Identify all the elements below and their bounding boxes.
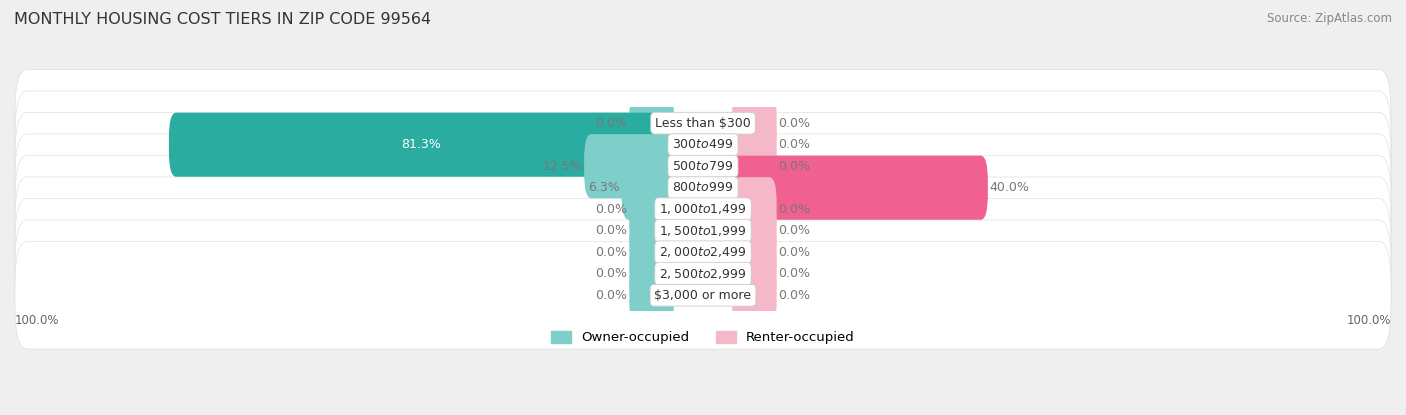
- FancyBboxPatch shape: [733, 220, 776, 284]
- FancyBboxPatch shape: [733, 112, 776, 177]
- FancyBboxPatch shape: [733, 242, 776, 306]
- FancyBboxPatch shape: [630, 91, 673, 155]
- FancyBboxPatch shape: [630, 263, 673, 327]
- FancyBboxPatch shape: [583, 134, 673, 198]
- FancyBboxPatch shape: [630, 177, 673, 241]
- Legend: Owner-occupied, Renter-occupied: Owner-occupied, Renter-occupied: [546, 326, 860, 350]
- Text: 0.0%: 0.0%: [596, 203, 627, 216]
- Text: 0.0%: 0.0%: [779, 117, 810, 130]
- FancyBboxPatch shape: [621, 156, 673, 220]
- Text: 0.0%: 0.0%: [779, 138, 810, 151]
- FancyBboxPatch shape: [733, 91, 776, 155]
- Text: $500 to $799: $500 to $799: [672, 160, 734, 173]
- Text: 0.0%: 0.0%: [779, 203, 810, 216]
- FancyBboxPatch shape: [15, 91, 1391, 198]
- Text: 40.0%: 40.0%: [990, 181, 1029, 194]
- FancyBboxPatch shape: [733, 134, 776, 198]
- Text: 0.0%: 0.0%: [596, 267, 627, 280]
- FancyBboxPatch shape: [15, 177, 1391, 285]
- Text: $1,500 to $1,999: $1,500 to $1,999: [659, 224, 747, 238]
- Text: Less than $300: Less than $300: [655, 117, 751, 130]
- Text: 0.0%: 0.0%: [596, 117, 627, 130]
- FancyBboxPatch shape: [15, 134, 1391, 242]
- Text: $3,000 or more: $3,000 or more: [655, 289, 751, 302]
- FancyBboxPatch shape: [630, 220, 673, 284]
- Text: Source: ZipAtlas.com: Source: ZipAtlas.com: [1267, 12, 1392, 25]
- FancyBboxPatch shape: [733, 156, 988, 220]
- Text: $2,500 to $2,999: $2,500 to $2,999: [659, 267, 747, 281]
- FancyBboxPatch shape: [15, 112, 1391, 220]
- Text: $1,000 to $1,499: $1,000 to $1,499: [659, 202, 747, 216]
- Text: 0.0%: 0.0%: [779, 267, 810, 280]
- Text: 0.0%: 0.0%: [779, 160, 810, 173]
- FancyBboxPatch shape: [15, 242, 1391, 349]
- Text: $800 to $999: $800 to $999: [672, 181, 734, 194]
- Text: $2,000 to $2,499: $2,000 to $2,499: [659, 245, 747, 259]
- FancyBboxPatch shape: [15, 198, 1391, 306]
- Text: 0.0%: 0.0%: [596, 224, 627, 237]
- Text: 12.5%: 12.5%: [543, 160, 582, 173]
- Text: 0.0%: 0.0%: [779, 246, 810, 259]
- FancyBboxPatch shape: [630, 199, 673, 263]
- FancyBboxPatch shape: [733, 263, 776, 327]
- FancyBboxPatch shape: [733, 177, 776, 241]
- Text: 100.0%: 100.0%: [1347, 314, 1391, 327]
- FancyBboxPatch shape: [15, 156, 1391, 263]
- FancyBboxPatch shape: [169, 112, 673, 177]
- Text: 0.0%: 0.0%: [596, 246, 627, 259]
- FancyBboxPatch shape: [630, 242, 673, 306]
- FancyBboxPatch shape: [15, 220, 1391, 327]
- Text: 100.0%: 100.0%: [15, 314, 59, 327]
- FancyBboxPatch shape: [15, 69, 1391, 177]
- Text: 6.3%: 6.3%: [588, 181, 620, 194]
- Text: 0.0%: 0.0%: [596, 289, 627, 302]
- Text: MONTHLY HOUSING COST TIERS IN ZIP CODE 99564: MONTHLY HOUSING COST TIERS IN ZIP CODE 9…: [14, 12, 432, 27]
- Text: 0.0%: 0.0%: [779, 289, 810, 302]
- Text: 0.0%: 0.0%: [779, 224, 810, 237]
- FancyBboxPatch shape: [733, 199, 776, 263]
- Text: $300 to $499: $300 to $499: [672, 138, 734, 151]
- Text: 81.3%: 81.3%: [402, 138, 441, 151]
